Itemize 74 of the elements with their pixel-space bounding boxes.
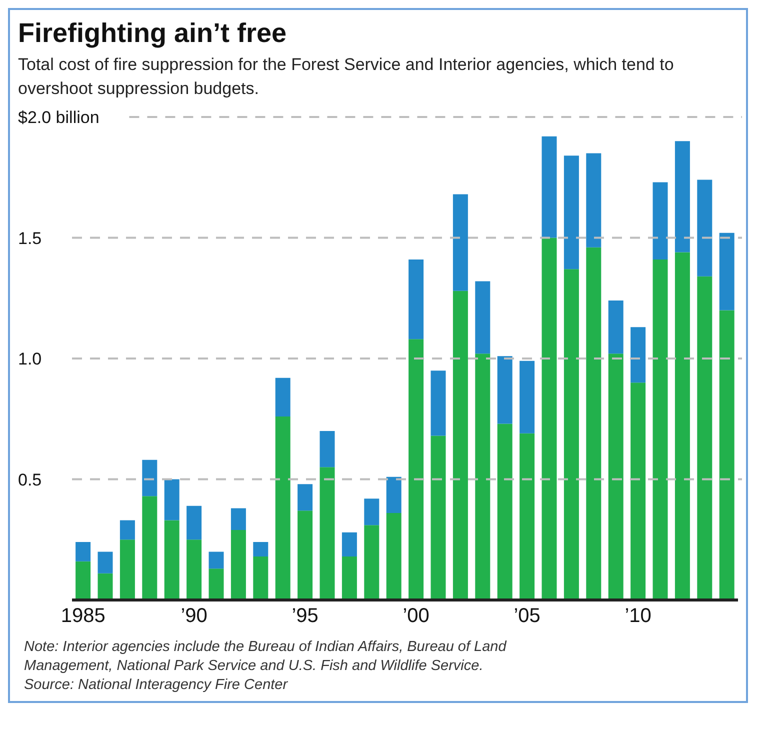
chart-title: Firefighting ain’t free (17, 17, 288, 50)
bar (520, 360, 535, 434)
bar (364, 525, 380, 600)
x-tick-label: ’95 (292, 605, 318, 628)
bar (630, 327, 646, 383)
bar (542, 238, 557, 600)
bar (164, 520, 180, 600)
bar (230, 508, 246, 530)
bar (275, 378, 290, 416)
bar (697, 180, 712, 276)
bar (320, 467, 335, 600)
bar (719, 310, 734, 600)
bar (697, 276, 712, 600)
bar (430, 370, 446, 436)
bar (386, 476, 402, 514)
bar (475, 354, 490, 600)
x-tick-label: ’00 (402, 605, 430, 628)
bar (630, 382, 646, 600)
bar (408, 259, 424, 340)
bar (208, 552, 224, 569)
bar (120, 540, 135, 600)
y-tick-label: 0.5 (18, 470, 42, 490)
bar (120, 520, 135, 540)
y-tick-label: $2.0 billion (18, 108, 100, 127)
bar (586, 153, 602, 248)
bar (275, 416, 290, 600)
bar (475, 281, 490, 354)
bar (652, 182, 668, 260)
bar (564, 156, 579, 270)
bar (452, 194, 468, 291)
bar (342, 532, 357, 557)
bar (253, 542, 268, 557)
bar (542, 136, 557, 238)
bar (142, 460, 158, 496)
bar (674, 141, 690, 252)
bar (719, 232, 734, 310)
bar (186, 506, 202, 540)
bar (298, 484, 313, 511)
bar (452, 290, 468, 600)
bar (520, 433, 535, 600)
bar (564, 269, 579, 600)
bar (430, 436, 446, 600)
bar (164, 479, 180, 520)
text: Note: Interior agencies include the Bureau of Indian Affairs, Bureau of Land Management, National Park Service and U.S. Fish and Wildlife Service. (24, 638, 508, 676)
bar (320, 430, 335, 468)
bar (298, 510, 313, 600)
y-tick-label: 1.5 (18, 228, 42, 248)
bar (98, 573, 113, 600)
bar (208, 568, 224, 600)
x-tick-label: ’10 (624, 605, 652, 628)
x-tick-label: ’90 (180, 605, 208, 628)
bar (76, 561, 91, 600)
bar (186, 540, 202, 600)
bar (230, 530, 246, 600)
bar (652, 259, 668, 600)
chart-subtitle: Total cost of fire suppression for the Forest Service and Interior agencies, which tend to overshoot suppression budgets. (18, 55, 674, 98)
y-tick-label: 1.0 (18, 350, 42, 368)
bar (364, 498, 380, 526)
bar (608, 300, 624, 354)
x-tick-label: ’05 (514, 605, 540, 628)
bar (497, 424, 512, 600)
bar (674, 252, 690, 600)
x-tick-label: 1985 (60, 605, 106, 628)
bar (608, 354, 624, 600)
bar (142, 496, 158, 600)
bar (76, 542, 91, 562)
bar (586, 247, 602, 600)
bar (408, 339, 424, 600)
bar (342, 556, 357, 600)
bar (386, 513, 402, 600)
bar (253, 556, 268, 600)
bar (98, 552, 113, 574)
source-note: Source: National Interagency Fire Center (24, 676, 289, 695)
bar (497, 356, 512, 424)
